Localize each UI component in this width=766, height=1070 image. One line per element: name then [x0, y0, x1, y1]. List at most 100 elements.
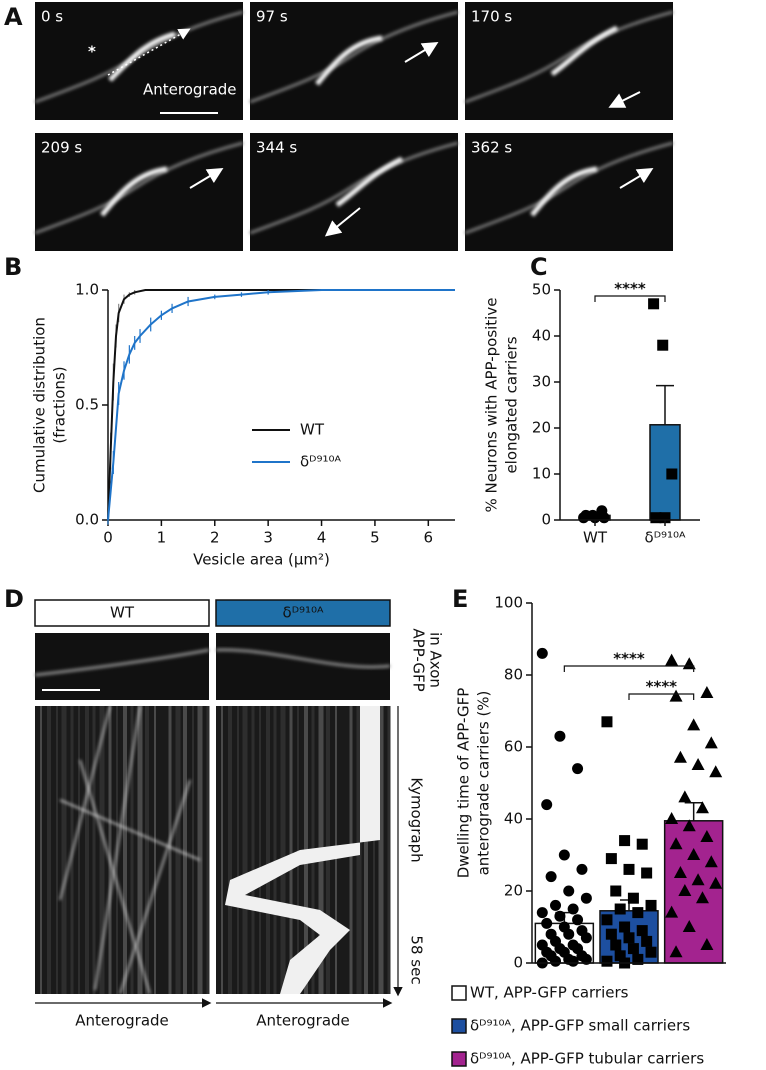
data-point — [567, 955, 579, 967]
data-point — [636, 925, 648, 937]
motion-arrow — [619, 167, 654, 189]
data-point — [632, 953, 644, 965]
x-tick-label: δᴰ⁹¹⁰ᴬ — [645, 529, 686, 547]
significance-label: **** — [646, 678, 678, 696]
data-point — [536, 907, 548, 919]
significance-bracket — [563, 665, 695, 672]
data-point — [669, 837, 683, 850]
carrier — [100, 166, 168, 217]
y-tick-label: 100 — [494, 594, 523, 612]
y-axis-label: Dwelling time of APP-GFP — [455, 688, 473, 879]
y-tick-label: 0.5 — [75, 396, 99, 414]
data-point — [695, 801, 709, 814]
axon — [215, 648, 391, 669]
data-point — [665, 653, 679, 666]
data-point — [580, 509, 592, 521]
time-label: 209 s — [41, 139, 82, 157]
data-point — [636, 838, 648, 850]
panel-label: A — [4, 3, 23, 31]
axon — [34, 141, 244, 235]
y-axis-label: Cumulative distribution — [31, 317, 49, 493]
data-point — [601, 716, 613, 728]
significance-bracket — [594, 295, 666, 302]
axon — [249, 141, 459, 235]
data-point — [645, 946, 657, 958]
carrier — [550, 25, 619, 77]
axon — [464, 10, 674, 104]
data-point — [580, 953, 592, 965]
data-point — [614, 950, 626, 962]
data-point — [558, 849, 570, 861]
x-axis-label: Vesicle area (μm²) — [193, 551, 330, 569]
y-tick-label: 40 — [504, 810, 523, 828]
data-point — [536, 647, 548, 659]
data-point — [704, 855, 718, 868]
asterisk: * — [88, 43, 96, 61]
y-tick-label: 30 — [532, 373, 551, 391]
y-tick-label: 1.0 — [75, 281, 99, 299]
legend-label: WT — [300, 421, 325, 439]
side-label: APP-GFP — [410, 628, 428, 691]
data-point — [541, 799, 553, 811]
data-point — [550, 899, 562, 911]
header-box — [34, 599, 210, 627]
side-label: Kymograph — [408, 777, 426, 862]
kymo-track — [59, 799, 201, 861]
data-point — [704, 736, 718, 749]
header-label: δᴰ⁹¹⁰ᴬ — [283, 604, 324, 622]
data-point — [673, 750, 687, 763]
data-point — [619, 921, 631, 933]
x-tick-label: 0 — [103, 529, 113, 547]
time-label: 170 s — [471, 8, 512, 26]
legend-swatch — [451, 1018, 467, 1034]
data-point — [650, 512, 662, 524]
x-tick-label: 5 — [370, 529, 380, 547]
data-point — [614, 903, 626, 915]
carrier — [108, 31, 176, 82]
kymo-track — [94, 705, 141, 991]
side-label: 58 sec — [408, 935, 426, 984]
series-line — [107, 289, 455, 521]
time-label: 344 s — [256, 139, 297, 157]
carrier — [530, 166, 598, 217]
time-label: 362 s — [471, 139, 512, 157]
kymo-carrier — [225, 706, 380, 994]
y-axis-label: elongated carriers — [503, 336, 521, 473]
data-point — [554, 910, 566, 922]
data-point — [563, 928, 575, 940]
panel-label: D — [4, 585, 24, 613]
direction-arrow — [107, 28, 191, 76]
motion-arrow — [404, 41, 439, 63]
y-tick-label: 20 — [532, 419, 551, 437]
x-tick-label: 4 — [317, 529, 327, 547]
data-point — [641, 935, 653, 947]
data-point — [641, 867, 653, 879]
legend-label: δᴰ⁹¹⁰ᴬ — [300, 453, 341, 471]
axon — [249, 10, 459, 104]
significance-label: **** — [613, 650, 645, 668]
axon — [34, 648, 210, 677]
data-point — [541, 917, 553, 929]
data-point — [700, 938, 714, 950]
data-point — [550, 955, 562, 967]
data-point — [545, 871, 557, 883]
data-point — [601, 914, 613, 926]
kymo-track — [59, 705, 111, 901]
y-axis-label: (fractions) — [51, 366, 69, 443]
y-tick-label: 0 — [513, 954, 523, 972]
motion-arrow — [324, 207, 361, 237]
data-point — [700, 686, 714, 698]
data-point — [610, 885, 622, 897]
x-tick-label: WT — [583, 529, 608, 547]
data-point — [580, 932, 592, 944]
data-point — [605, 928, 617, 940]
data-point — [678, 790, 692, 803]
header-label: WT — [110, 604, 135, 622]
panel-label: C — [530, 253, 548, 281]
data-point — [554, 730, 566, 742]
data-point — [666, 468, 678, 480]
kymo-track — [119, 779, 191, 995]
motion-arrow — [608, 91, 641, 108]
legend-swatch — [451, 1051, 467, 1067]
